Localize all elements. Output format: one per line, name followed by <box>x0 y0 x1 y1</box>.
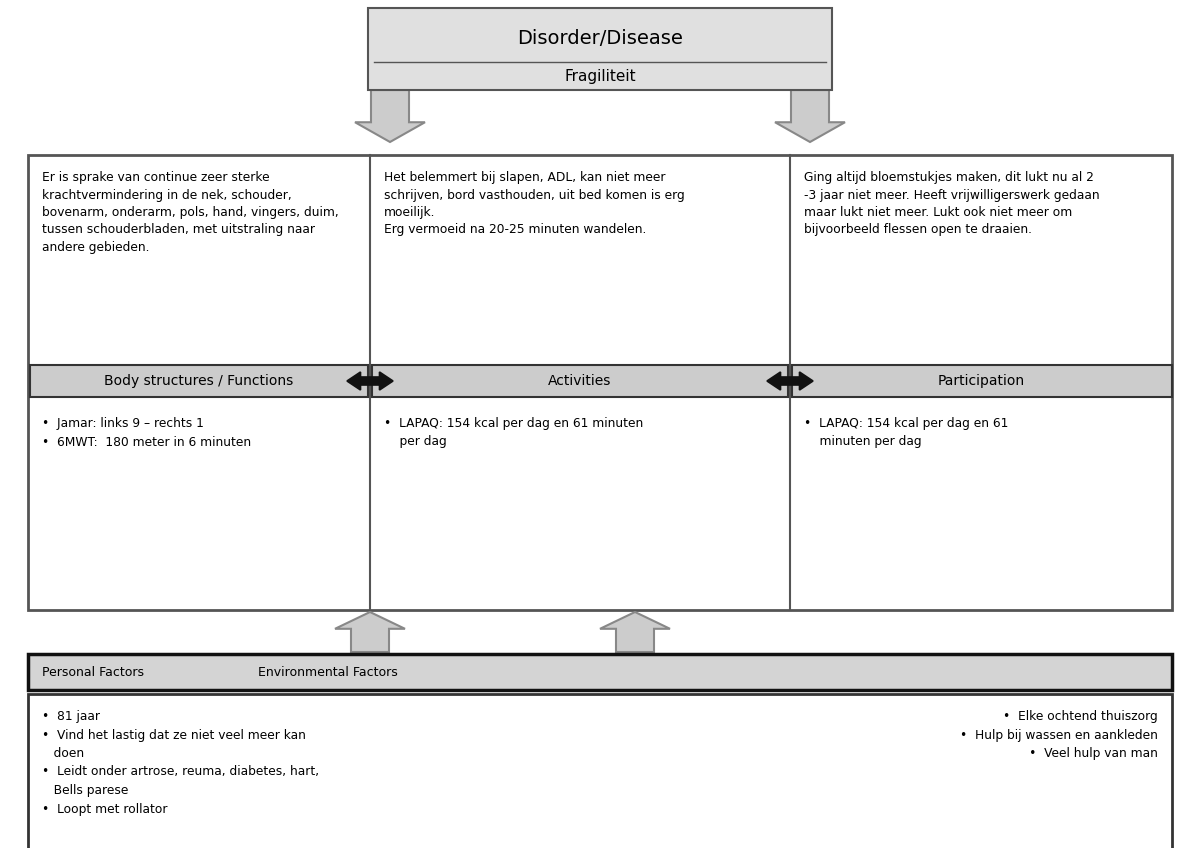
FancyBboxPatch shape <box>368 8 832 90</box>
Text: Environmental Factors: Environmental Factors <box>258 666 397 678</box>
FancyBboxPatch shape <box>792 365 1172 397</box>
Text: •  LAPAQ: 154 kcal per dag en 61 minuten
    per dag: • LAPAQ: 154 kcal per dag en 61 minuten … <box>384 417 643 449</box>
Text: Ging altijd bloemstukjes maken, dit lukt nu al 2
-3 jaar niet meer. Heeft vrijwi: Ging altijd bloemstukjes maken, dit lukt… <box>804 171 1099 237</box>
FancyBboxPatch shape <box>28 654 1172 690</box>
Text: Personal Factors: Personal Factors <box>42 666 144 678</box>
Polygon shape <box>347 372 394 390</box>
FancyBboxPatch shape <box>28 694 1172 848</box>
Text: •  Elke ochtend thuiszorg
•  Hulp bij wassen en aankleden
       •  Veel hulp va: • Elke ochtend thuiszorg • Hulp bij wass… <box>960 710 1158 760</box>
Text: Activities: Activities <box>548 374 612 388</box>
Text: Body structures / Functions: Body structures / Functions <box>104 374 294 388</box>
Text: Er is sprake van continue zeer sterke
krachtvermindering in de nek, schouder,
bo: Er is sprake van continue zeer sterke kr… <box>42 171 338 254</box>
Text: •  Jamar: links 9 – rechts 1
•  6MWT:  180 meter in 6 minuten: • Jamar: links 9 – rechts 1 • 6MWT: 180 … <box>42 417 251 449</box>
Polygon shape <box>767 372 814 390</box>
FancyBboxPatch shape <box>30 365 368 397</box>
Polygon shape <box>335 612 406 652</box>
Text: Fragiliteit: Fragiliteit <box>564 69 636 83</box>
Polygon shape <box>600 612 670 652</box>
Polygon shape <box>355 90 425 142</box>
Text: Participation: Participation <box>937 374 1025 388</box>
Text: •  81 jaar
•  Vind het lastig dat ze niet veel meer kan
   doen
•  Leidt onder a: • 81 jaar • Vind het lastig dat ze niet … <box>42 710 319 816</box>
Text: Het belemmert bij slapen, ADL, kan niet meer
schrijven, bord vasthouden, uit bed: Het belemmert bij slapen, ADL, kan niet … <box>384 171 685 237</box>
FancyBboxPatch shape <box>28 155 1172 610</box>
Text: •  LAPAQ: 154 kcal per dag en 61
    minuten per dag: • LAPAQ: 154 kcal per dag en 61 minuten … <box>804 417 1008 449</box>
Polygon shape <box>775 90 845 142</box>
Text: Disorder/Disease: Disorder/Disease <box>517 29 683 47</box>
FancyBboxPatch shape <box>372 365 788 397</box>
